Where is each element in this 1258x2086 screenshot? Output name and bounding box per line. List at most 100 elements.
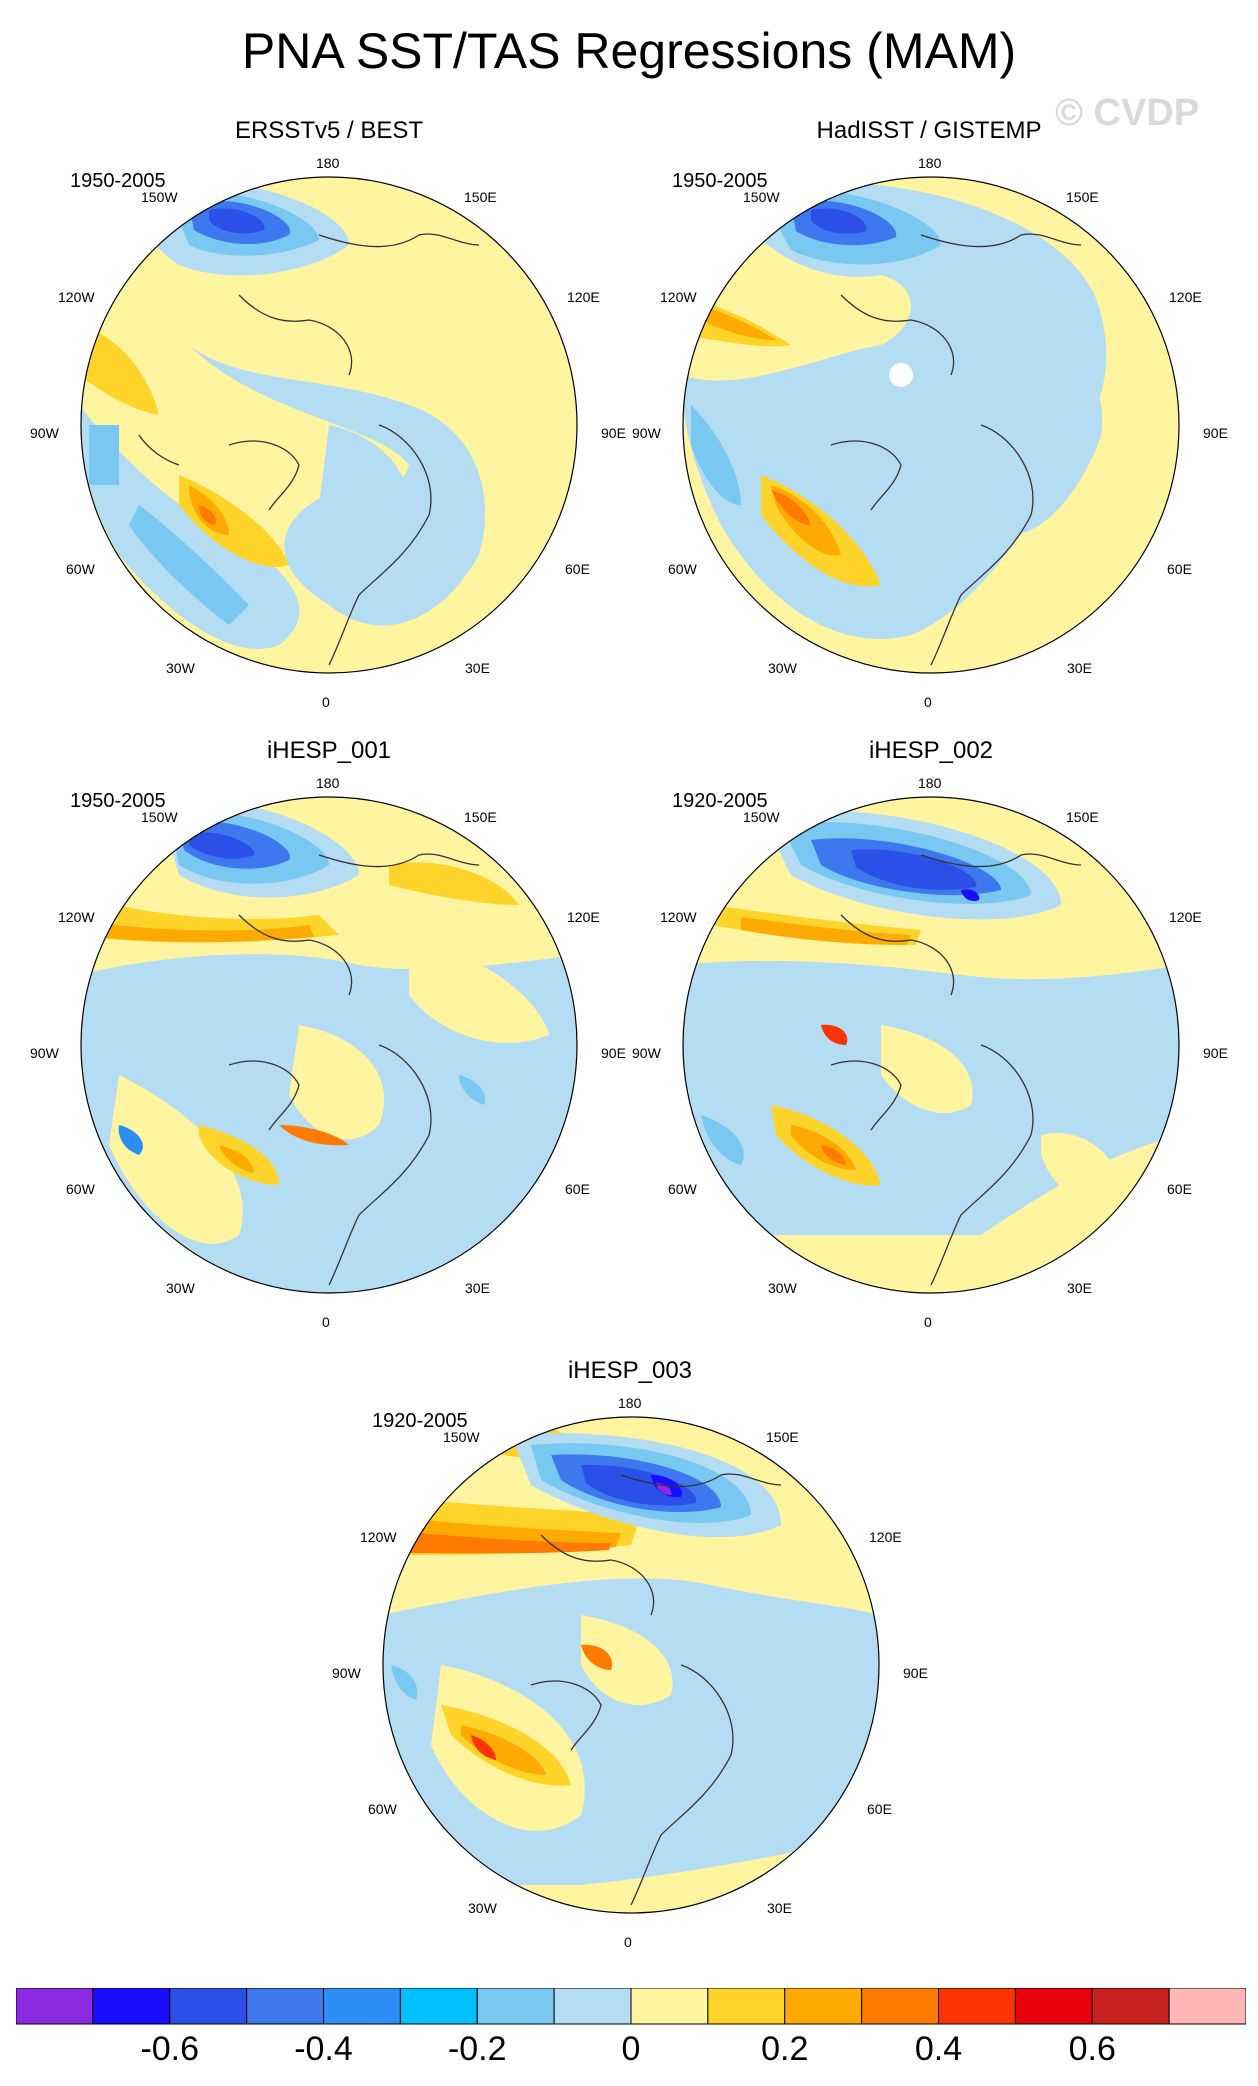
panel-title: iHESP_001 xyxy=(266,737,392,764)
polar-map xyxy=(80,796,578,1294)
lon-label-150e: 150E xyxy=(1066,809,1099,825)
polar-map xyxy=(382,1416,880,1914)
colorbar-tick-label: 0.4 xyxy=(914,2030,963,2068)
colorbar-swatch xyxy=(169,1988,248,2025)
colorbar-tick-label: 0.2 xyxy=(761,2030,809,2068)
lon-label-30w: 30W xyxy=(768,660,797,676)
colorbar-swatch xyxy=(92,1988,171,2025)
lon-label-30e: 30E xyxy=(767,1900,792,1916)
lon-label-0: 0 xyxy=(924,694,932,710)
lon-label-60e: 60E xyxy=(565,561,590,577)
lon-label-120w: 120W xyxy=(660,289,697,305)
lon-label-30e: 30E xyxy=(465,1280,490,1296)
lon-label-30w: 30W xyxy=(468,1900,497,1916)
lon-label-30w: 30W xyxy=(768,1280,797,1296)
lon-label-120e: 120E xyxy=(1169,289,1202,305)
colorbar-swatch xyxy=(1014,1988,1093,2025)
lon-label-120w: 120W xyxy=(660,909,697,925)
colorbar-swatch xyxy=(246,1988,325,2025)
polar-map xyxy=(682,176,1180,674)
colorbar-tick-label: -0.4 xyxy=(294,2030,353,2068)
lon-label-90e: 90E xyxy=(601,425,626,441)
colorbar-swatch xyxy=(1091,1988,1170,2025)
colorbar-tick-label: 0 xyxy=(621,2030,641,2068)
lon-label-120w: 120W xyxy=(360,1529,397,1545)
lon-label-30w: 30W xyxy=(166,1280,195,1296)
colorbar-swatch xyxy=(938,1988,1016,2025)
cvdp-watermark: © CVDP xyxy=(1055,92,1200,134)
lon-label-60w: 60W xyxy=(66,1181,95,1197)
polar-map xyxy=(682,796,1180,1294)
colorbar-swatch xyxy=(323,1988,401,2025)
figure-title: PNA SST/TAS Regressions (MAM) xyxy=(241,23,1017,79)
colorbar-swatch xyxy=(630,1988,709,2025)
lon-label-180: 180 xyxy=(316,155,340,171)
lon-label-30e: 30E xyxy=(1067,660,1092,676)
lon-label-150e: 150E xyxy=(1066,189,1099,205)
panel-title: iHESP_002 xyxy=(868,737,994,764)
colorbar-swatch xyxy=(861,1988,940,2025)
lon-label-180: 180 xyxy=(918,775,942,791)
lon-label-60e: 60E xyxy=(867,1801,892,1817)
lon-label-90w: 90W xyxy=(30,1045,59,1061)
lon-label-150w: 150W xyxy=(443,1429,480,1445)
lon-label-120w: 120W xyxy=(58,909,95,925)
lon-label-30w: 30W xyxy=(166,660,195,676)
period-label: 1950-2005 xyxy=(70,170,166,192)
panel-title: HadISST / GISTEMP xyxy=(816,117,1042,144)
colorbar-tick-label: 0.6 xyxy=(1068,2030,1116,2068)
lon-label-120e: 120E xyxy=(1169,909,1202,925)
polar-map xyxy=(80,176,578,674)
lon-label-90w: 90W xyxy=(632,1045,661,1061)
lon-label-180: 180 xyxy=(918,155,942,171)
lon-label-150w: 150W xyxy=(141,189,178,205)
lon-label-150e: 150E xyxy=(766,1429,799,1445)
lon-label-120e: 120E xyxy=(567,909,600,925)
colorbar-tick-label: -0.2 xyxy=(447,2030,507,2068)
panel-title: iHESP_003 xyxy=(567,1357,693,1384)
lon-label-90e: 90E xyxy=(601,1045,626,1061)
lon-label-60w: 60W xyxy=(668,561,697,577)
lon-label-150w: 150W xyxy=(743,809,780,825)
lon-label-0: 0 xyxy=(624,1934,632,1950)
lon-label-120e: 120E xyxy=(567,289,600,305)
colorbar xyxy=(16,1988,1246,2028)
period-label: 1950-2005 xyxy=(672,170,768,192)
lon-label-150w: 150W xyxy=(141,809,178,825)
lon-label-0: 0 xyxy=(322,1314,330,1330)
colorbar-tick-label: -0.6 xyxy=(140,2030,200,2068)
lon-label-0: 0 xyxy=(924,1314,932,1330)
colorbar-swatch xyxy=(399,1988,478,2025)
lon-label-60w: 60W xyxy=(668,1181,697,1197)
lon-label-60e: 60E xyxy=(1167,1181,1192,1197)
lon-label-90w: 90W xyxy=(332,1665,361,1681)
lon-label-90e: 90E xyxy=(1203,1045,1228,1061)
colorbar-swatch xyxy=(16,1988,94,2025)
lon-label-180: 180 xyxy=(618,1395,642,1411)
lon-label-60w: 60W xyxy=(66,561,95,577)
colorbar-swatch xyxy=(553,1988,632,2025)
colorbar-swatch xyxy=(784,1988,863,2025)
lon-label-30e: 30E xyxy=(465,660,490,676)
lon-label-60w: 60W xyxy=(368,1801,397,1817)
period-label: 1920-2005 xyxy=(672,790,768,812)
lon-label-150e: 150E xyxy=(464,809,497,825)
lon-label-30e: 30E xyxy=(1067,1280,1092,1296)
lon-label-90e: 90E xyxy=(903,1665,928,1681)
coastlines xyxy=(138,233,480,666)
lon-label-150e: 150E xyxy=(464,189,497,205)
period-label: 1950-2005 xyxy=(70,790,166,812)
lon-label-90w: 90W xyxy=(30,425,59,441)
lon-label-120w: 120W xyxy=(58,289,95,305)
colorbar-swatches xyxy=(16,1988,1246,2025)
colorbar-swatch xyxy=(1168,1988,1246,2025)
panel-title: ERSSTv5 / BEST xyxy=(234,117,424,144)
lon-label-0: 0 xyxy=(322,694,330,710)
lon-label-90w: 90W xyxy=(632,425,661,441)
lon-label-60e: 60E xyxy=(565,1181,590,1197)
lon-label-150w: 150W xyxy=(743,189,780,205)
period-label: 1920-2005 xyxy=(372,1410,468,1432)
lon-label-90e: 90E xyxy=(1203,425,1228,441)
lon-label-120e: 120E xyxy=(869,1529,902,1545)
lon-label-60e: 60E xyxy=(1167,561,1192,577)
